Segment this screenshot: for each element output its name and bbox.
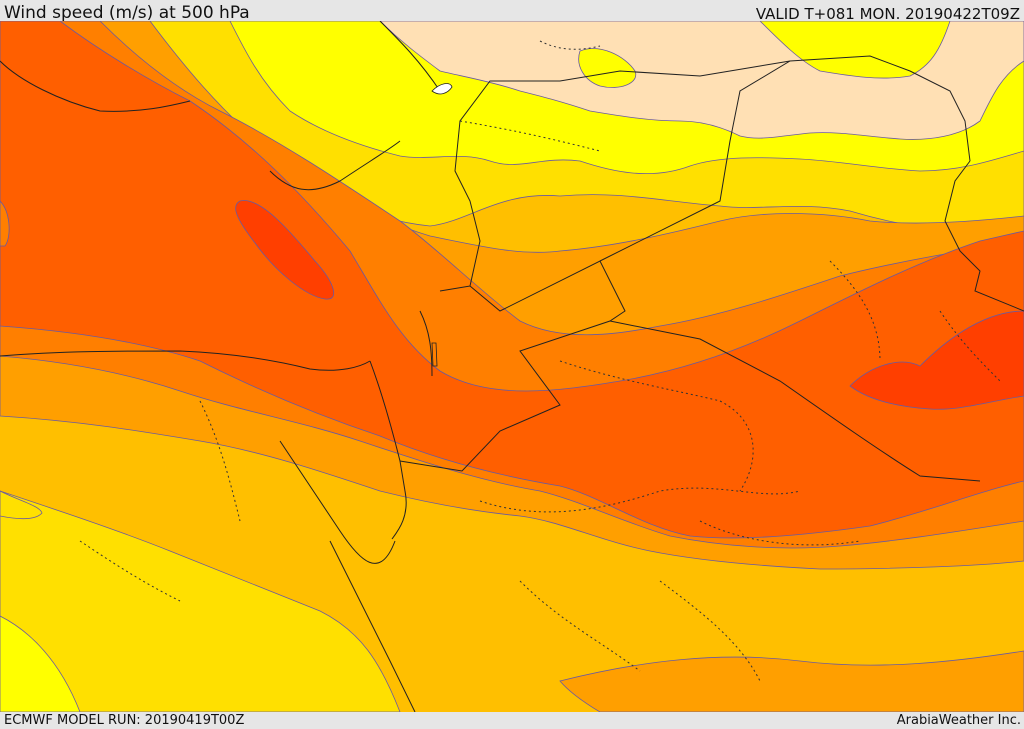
model-run-label: ECMWF MODEL RUN: 20190419T00Z [4, 713, 245, 728]
band-jet [0, 21, 1024, 539]
pale-patch [578, 48, 637, 88]
footer-bar: ECMWF MODEL RUN: 20190419T00Z ArabiaWeat… [0, 712, 1024, 729]
band-south-orange [559, 650, 1024, 712]
map-canvas [0, 21, 1024, 712]
header-bar: Wind speed (m/s) at 500 hPa VALID T+081 … [0, 0, 1024, 23]
wind-speed-map[interactable] [0, 21, 1024, 712]
credit-label: ArabiaWeather Inc. [896, 713, 1021, 728]
coastlines [0, 21, 441, 564]
band-north-pale [379, 21, 1024, 140]
band-south-yellow [0, 490, 401, 712]
country-borders [329, 55, 1024, 712]
band-south-bright [0, 615, 81, 712]
dead-sea [431, 342, 438, 367]
band-southwest-patch [0, 490, 43, 520]
map-title: Wind speed (m/s) at 500 hPa [4, 3, 250, 23]
jet-core-west [235, 200, 335, 300]
lake-van [431, 83, 453, 95]
province-borders [79, 40, 1001, 682]
valid-time-label: VALID T+081 MON. 20190422T09Z [755, 5, 1020, 23]
jet-core-edge [0, 200, 10, 247]
